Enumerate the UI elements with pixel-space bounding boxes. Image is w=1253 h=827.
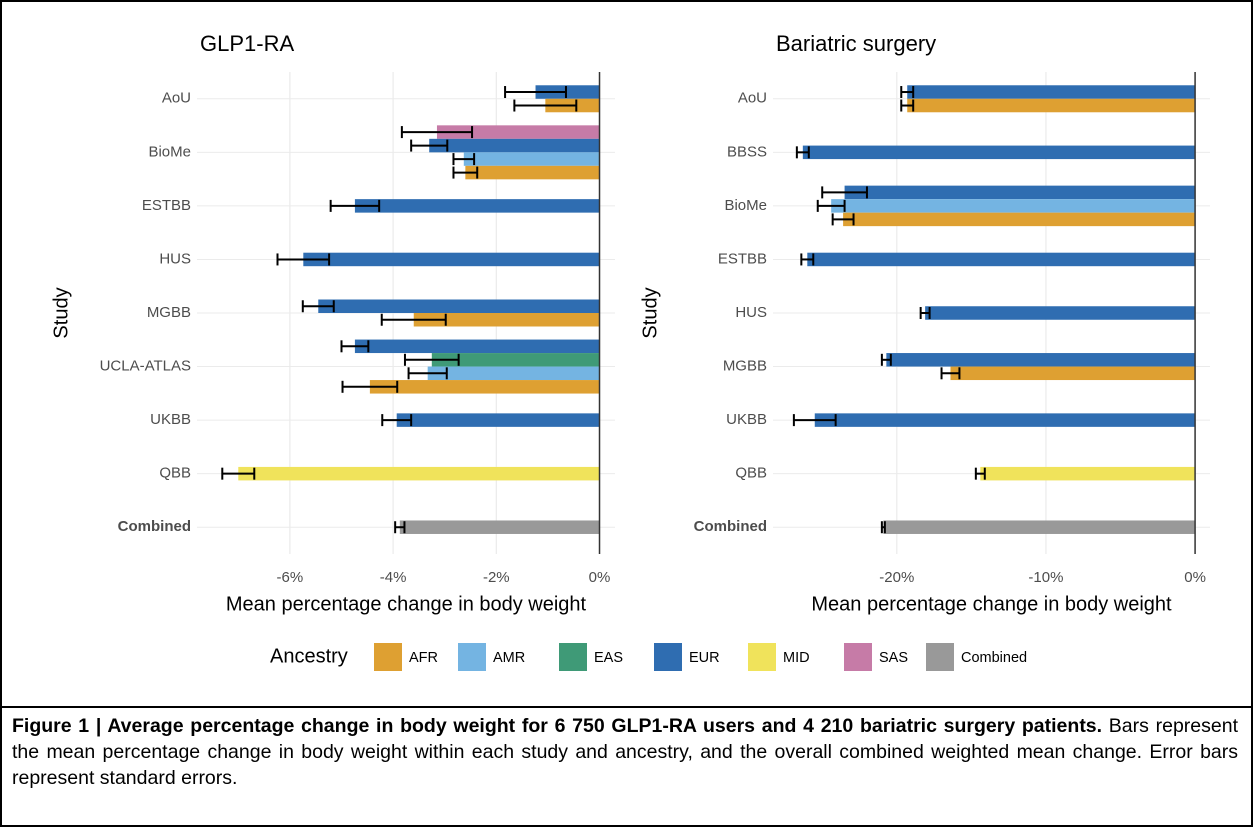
legend-label: EAS (594, 650, 623, 666)
y-tick-label: BioMe (148, 143, 191, 160)
bar (238, 466, 600, 481)
bar (980, 466, 1196, 481)
bar (950, 366, 1196, 381)
x-axis-label: Mean percentage change in body weight (811, 593, 1172, 615)
y-tick-label: ESTBB (718, 250, 767, 267)
y-tick-label: AoU (738, 90, 767, 107)
y-tick-label: UCLA-ATLAS (100, 358, 191, 375)
legend-swatch (654, 643, 682, 671)
bar (883, 520, 1196, 534)
bar (399, 520, 600, 534)
legend-swatch (458, 643, 486, 671)
caption: Figure 1 | Average percentage change in … (12, 713, 1238, 791)
y-tick-label: UKBB (150, 411, 191, 428)
bar (427, 366, 600, 381)
bar (843, 212, 1196, 227)
bar (431, 353, 600, 367)
bar (802, 145, 1196, 160)
y-tick-label: BioMe (724, 197, 767, 214)
x-tick-label: 0% (1184, 569, 1206, 586)
y-tick-label: Combined (118, 518, 191, 535)
y-tick-label: HUS (159, 250, 191, 267)
legend-swatch (926, 643, 954, 671)
legend-label: Combined (961, 650, 1027, 666)
bar (354, 339, 600, 354)
legend-swatch (748, 643, 776, 671)
bar (807, 252, 1196, 267)
bar (463, 152, 600, 166)
y-tick-label: UKBB (726, 411, 767, 428)
bar (831, 199, 1196, 213)
legend-swatch (844, 643, 872, 671)
bar (814, 413, 1196, 427)
x-axis-label: Mean percentage change in body weight (226, 593, 587, 615)
legend-label: MID (783, 650, 810, 666)
legend-label: EUR (689, 650, 720, 666)
bar (413, 313, 600, 327)
x-tick-label: -6% (277, 569, 304, 586)
bar (303, 252, 600, 267)
chart-title: Bariatric surgery (776, 31, 936, 56)
y-tick-label: ESTBB (142, 197, 191, 214)
y-axis-label: Study (50, 287, 72, 338)
bar (369, 380, 600, 394)
legend-label: AFR (409, 650, 438, 666)
bar (318, 299, 600, 313)
bar (535, 85, 600, 99)
bar (907, 85, 1196, 99)
bar (844, 185, 1196, 200)
bar (429, 138, 600, 153)
legend-label: SAS (879, 650, 908, 666)
x-tick-label: -10% (1028, 569, 1063, 586)
y-tick-label: QBB (159, 465, 191, 482)
bar (436, 125, 600, 139)
caption-text: Bars represent the mean percentage chang… (12, 715, 1238, 789)
caption-title: Figure 1 | Average percentage change in … (12, 715, 1103, 737)
legend-title: Ancestry (270, 645, 348, 667)
legend-label: AMR (493, 650, 525, 666)
x-tick-label: -20% (879, 569, 914, 586)
bar (465, 165, 600, 180)
y-tick-label: AoU (162, 90, 191, 107)
chart-title: GLP1-RA (200, 31, 294, 56)
y-axis-label: Study (639, 287, 661, 338)
y-tick-label: Combined (694, 518, 767, 535)
y-tick-label: BBSS (727, 143, 767, 160)
y-tick-label: MGBB (147, 304, 191, 321)
x-tick-label: -4% (380, 569, 407, 586)
y-tick-label: MGBB (723, 358, 767, 375)
bar (886, 353, 1196, 367)
bar (907, 98, 1196, 113)
bar (925, 306, 1196, 320)
legend-swatch (559, 643, 587, 671)
y-tick-label: HUS (735, 304, 767, 321)
x-tick-label: -2% (483, 569, 510, 586)
bar (354, 199, 600, 213)
x-tick-label: 0% (589, 569, 611, 586)
y-tick-label: QBB (735, 465, 767, 482)
legend-swatch (374, 643, 402, 671)
bar (396, 413, 600, 427)
